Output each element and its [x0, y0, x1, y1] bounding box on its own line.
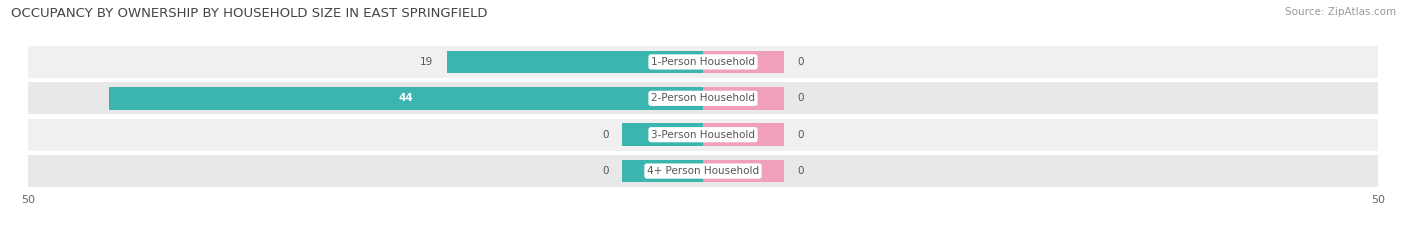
Bar [703, 123, 785, 146]
Text: 2-Person Household: 2-Person Household [651, 93, 755, 103]
Bar [28, 82, 1378, 114]
Text: 44: 44 [399, 93, 413, 103]
Text: 0: 0 [797, 57, 804, 67]
Bar [110, 87, 703, 110]
Bar [28, 155, 1378, 187]
Text: 4+ Person Household: 4+ Person Household [647, 166, 759, 176]
Text: 1-Person Household: 1-Person Household [651, 57, 755, 67]
Bar [703, 87, 785, 110]
Text: 3-Person Household: 3-Person Household [651, 130, 755, 140]
Text: 0: 0 [602, 130, 609, 140]
Text: Source: ZipAtlas.com: Source: ZipAtlas.com [1285, 7, 1396, 17]
Text: 19: 19 [420, 57, 433, 67]
Text: 0: 0 [797, 93, 804, 103]
Text: 0: 0 [797, 166, 804, 176]
Text: 0: 0 [797, 130, 804, 140]
Bar [703, 160, 785, 182]
Bar [621, 160, 703, 182]
Bar [28, 46, 1378, 78]
Text: OCCUPANCY BY OWNERSHIP BY HOUSEHOLD SIZE IN EAST SPRINGFIELD: OCCUPANCY BY OWNERSHIP BY HOUSEHOLD SIZE… [11, 7, 488, 20]
Text: 0: 0 [602, 166, 609, 176]
Bar [447, 51, 703, 73]
Bar [703, 51, 785, 73]
Bar [28, 119, 1378, 151]
Bar [621, 123, 703, 146]
